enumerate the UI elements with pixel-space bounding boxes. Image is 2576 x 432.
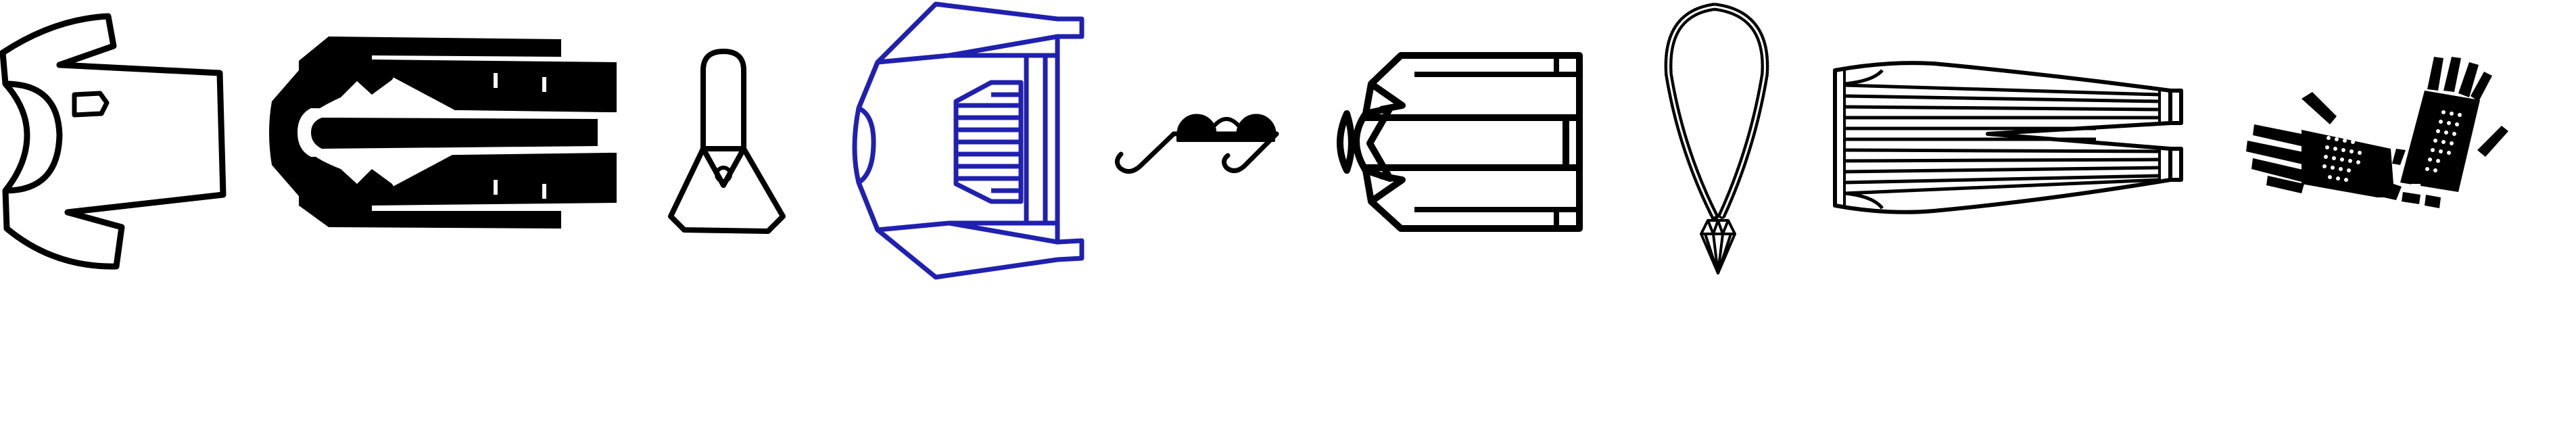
gloves-icon [2228,51,2526,234]
jacket-icon [830,0,1087,284]
dress-icon [667,49,795,239]
shirt-icon [0,13,230,270]
trousers-icon [1826,61,2183,223]
coat-icon [269,34,622,250]
eyeglasses-icon [1106,101,1283,183]
jacket-icon [1329,51,1593,234]
necklace-icon [1661,0,1775,284]
